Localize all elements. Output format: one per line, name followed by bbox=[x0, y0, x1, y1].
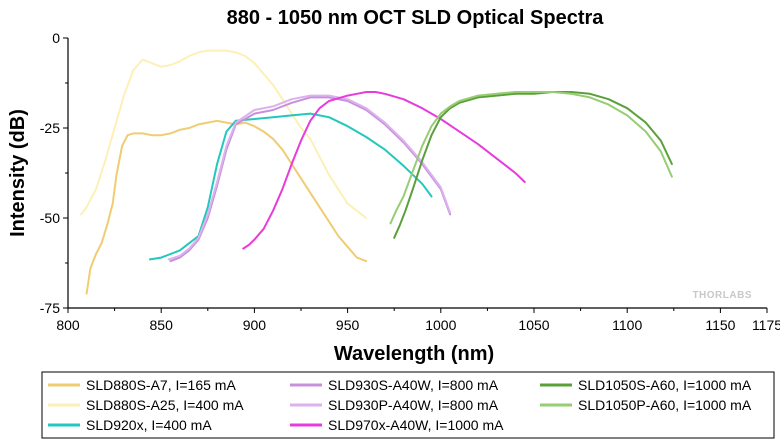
y-tick-label: -25 bbox=[40, 120, 60, 136]
legend-label: SLD930S-A40W, I=800 mA bbox=[328, 377, 499, 393]
legend-label: SLD920x, I=400 mA bbox=[86, 417, 212, 433]
x-tick-label: 900 bbox=[243, 317, 267, 333]
x-tick-label: 1175 bbox=[752, 317, 780, 333]
y-tick-label: -50 bbox=[40, 210, 60, 226]
series-line-8 bbox=[389, 91, 673, 225]
x-tick-label: 1000 bbox=[425, 317, 456, 333]
x-tick-label: 1050 bbox=[518, 317, 549, 333]
legend-label: SLD970x-A40W, I=1000 mA bbox=[328, 417, 504, 433]
x-tick-label: 950 bbox=[336, 317, 360, 333]
legend: SLD880S-A7, I=165 mA SLD880S-A25, I=400 m… bbox=[48, 377, 752, 433]
x-tick-label: 1150 bbox=[705, 317, 735, 333]
chart-title: 880 - 1050 nm OCT SLD Optical Spectra bbox=[227, 7, 605, 29]
x-tick-label: 800 bbox=[56, 317, 80, 333]
y-tick-label: -75 bbox=[40, 300, 60, 316]
thorlabs-watermark: THORLABS bbox=[692, 290, 752, 301]
legend-label: SLD880S-A25, I=400 mA bbox=[86, 397, 244, 413]
series-line-3 bbox=[149, 112, 433, 261]
legend-label: SLD930P-A40W, I=800 mA bbox=[328, 397, 499, 413]
y-tick-label: 0 bbox=[52, 30, 60, 46]
series-line-6 bbox=[242, 91, 526, 250]
series-line-2 bbox=[80, 49, 368, 219]
x-tick-label: 850 bbox=[150, 317, 174, 333]
x-axis-label: Wavelength (nm) bbox=[334, 343, 494, 365]
y-axis-label: Intensity (dB) bbox=[7, 109, 29, 237]
series-line-1 bbox=[85, 119, 368, 295]
axes: 800 850 900 950 1000 1050 1100 1150 1175 0 -25 -50 -… bbox=[40, 30, 780, 333]
plot-area bbox=[80, 49, 673, 295]
series-line-5 bbox=[167, 94, 452, 261]
legend-label: SLD1050S-A60, I=1000 mA bbox=[578, 377, 752, 393]
series-line-7 bbox=[393, 91, 673, 239]
legend-label: SLD1050P-A60, I=1000 mA bbox=[578, 397, 752, 413]
legend-label: SLD880S-A7, I=165 mA bbox=[86, 377, 236, 393]
x-tick-label: 1100 bbox=[612, 317, 642, 333]
legend-box bbox=[41, 371, 775, 439]
